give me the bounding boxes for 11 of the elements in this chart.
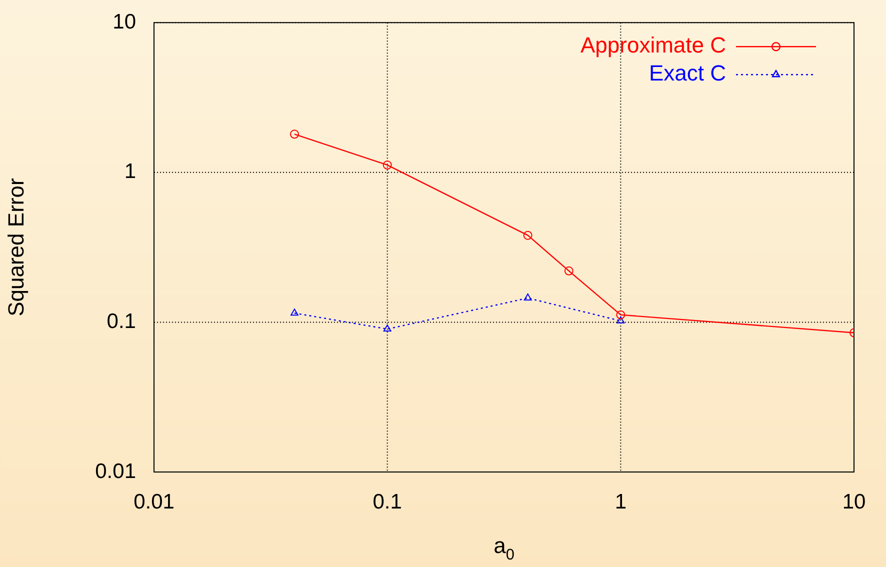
x-tick-label: 1 (614, 490, 627, 514)
x-tick-label: 0.01 (134, 490, 174, 514)
legend-label: Approximate C (580, 32, 726, 58)
y-tick-label: 0.1 (106, 310, 136, 333)
y-tick-label: 1 (124, 160, 136, 184)
y-tick-label: 0.01 (95, 460, 136, 483)
y-tick-label: 10 (112, 10, 136, 34)
legend-label: Exact C (648, 60, 726, 86)
y-axis-title: Squared Error (3, 178, 28, 316)
x-tick-label: 10 (842, 490, 866, 514)
x-tick-label: 0.1 (372, 490, 402, 514)
